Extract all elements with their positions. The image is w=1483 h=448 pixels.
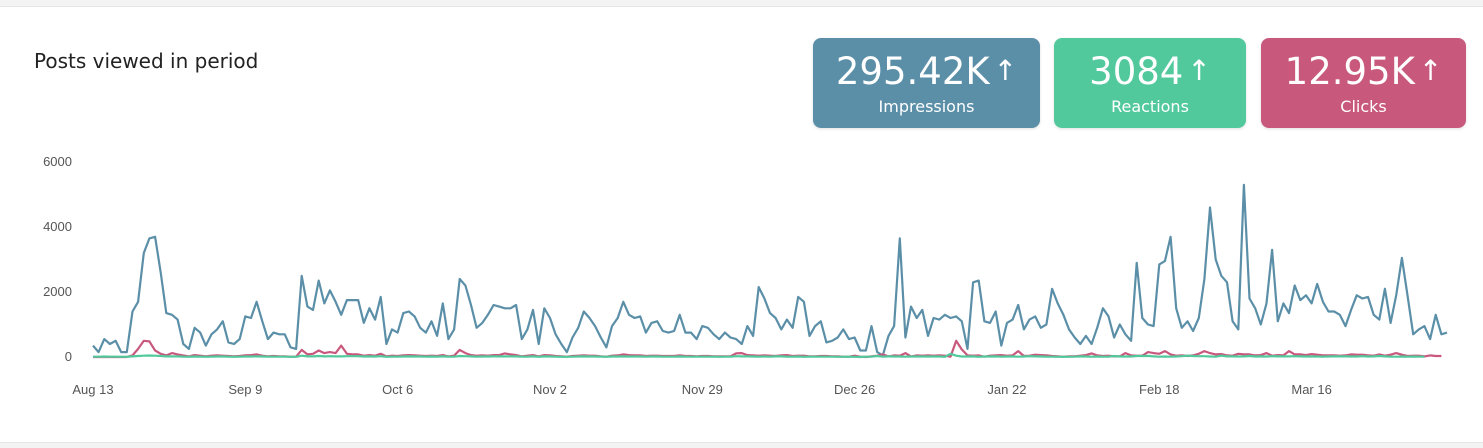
x-tick-label: Sep 9: [228, 382, 262, 397]
arrow-up-icon: ↑: [993, 54, 1018, 87]
reactions-label: Reactions: [1111, 97, 1189, 116]
clicks-value-row: 12.95K ↑: [1261, 50, 1466, 93]
reactions-value-row: 3084 ↑: [1054, 50, 1246, 93]
series-line-reactions[interactable]: [93, 352, 1425, 359]
impressions-label: Impressions: [878, 97, 975, 116]
y-tick-label: 4000: [43, 219, 72, 234]
impressions-value: 295.42K: [835, 50, 990, 93]
series-line-impressions[interactable]: [92, 183, 1448, 357]
x-tick-label: Oct 6: [382, 382, 413, 397]
x-tick-label: Mar 16: [1291, 382, 1331, 397]
y-tick-label: 2000: [43, 284, 72, 299]
x-tick-label: Jan 22: [987, 382, 1026, 397]
x-tick-label: Feb 18: [1139, 382, 1179, 397]
x-tick-label: Nov 29: [682, 382, 723, 397]
reactions-stat-card[interactable]: 3084 ↑ Reactions: [1054, 38, 1246, 128]
y-tick-label: 6000: [43, 154, 72, 169]
reactions-value: 3084: [1089, 50, 1184, 93]
clicks-stat-card[interactable]: 12.95K ↑ Clicks: [1261, 38, 1466, 128]
page-title: Posts viewed in period: [34, 49, 259, 73]
arrow-up-icon: ↑: [1187, 54, 1211, 87]
x-tick-label: Aug 13: [72, 382, 113, 397]
x-tick-label: Nov 2: [533, 382, 567, 397]
clicks-label: Clicks: [1340, 97, 1387, 116]
arrow-up-icon: ↑: [1418, 54, 1443, 87]
clicks-value: 12.95K: [1284, 50, 1415, 93]
x-tick-label: Dec 26: [834, 382, 875, 397]
impressions-stat-card[interactable]: 295.42K ↑ Impressions: [813, 38, 1040, 128]
impressions-value-row: 295.42K ↑: [813, 50, 1040, 93]
y-tick-label: 0: [65, 349, 72, 364]
